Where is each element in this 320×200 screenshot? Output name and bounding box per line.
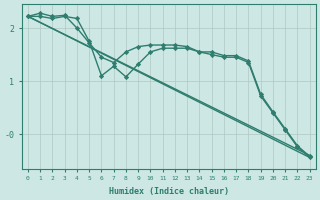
X-axis label: Humidex (Indice chaleur): Humidex (Indice chaleur)	[109, 187, 229, 196]
